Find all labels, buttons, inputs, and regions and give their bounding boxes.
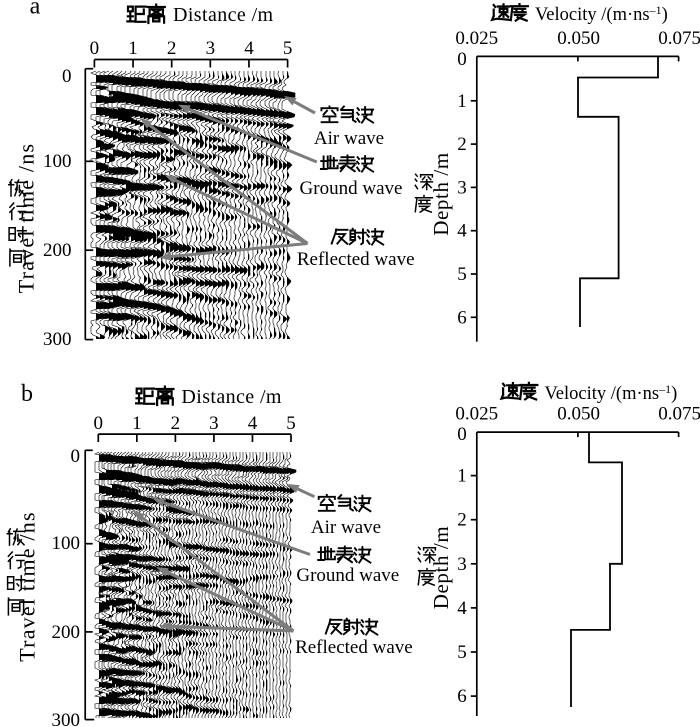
svg-text:300: 300 — [52, 710, 81, 727]
svg-text:0.075: 0.075 — [658, 404, 700, 425]
svg-text:3: 3 — [209, 413, 219, 434]
svg-text:Distance /m: Distance /m — [181, 386, 282, 408]
svg-text:Reflected wave: Reflected wave — [295, 637, 413, 658]
svg-text:200: 200 — [43, 240, 72, 261]
svg-text:3: 3 — [457, 177, 467, 198]
svg-text:5: 5 — [283, 38, 293, 59]
svg-text:Depth /m: Depth /m — [429, 152, 453, 236]
svg-text:2: 2 — [457, 134, 467, 155]
svg-text:Ground wave: Ground wave — [296, 565, 399, 586]
svg-text:0: 0 — [94, 413, 104, 434]
svg-text:Travel time /ns: Travel time /ns — [15, 511, 40, 661]
svg-text:0: 0 — [457, 424, 467, 445]
svg-text:3: 3 — [457, 554, 467, 575]
svg-text:Travel time /ns: Travel time /ns — [14, 143, 39, 293]
svg-text:4: 4 — [248, 413, 258, 434]
svg-text:0.025: 0.025 — [455, 28, 498, 49]
svg-text:Velocity /(m·ns–1): Velocity /(m·ns–1) — [535, 3, 668, 25]
svg-text:6: 6 — [457, 686, 467, 707]
svg-text:4: 4 — [457, 598, 467, 619]
svg-text:b: b — [21, 381, 33, 407]
svg-text:Ground wave: Ground wave — [300, 178, 403, 199]
svg-text:a: a — [30, 0, 41, 20]
svg-text:Velocity /(m·ns–1): Velocity /(m·ns–1) — [545, 382, 678, 404]
svg-text:1: 1 — [457, 91, 467, 112]
svg-text:300: 300 — [43, 329, 72, 350]
svg-text:2: 2 — [167, 38, 177, 59]
svg-text:2: 2 — [457, 510, 467, 531]
svg-text:Distance /m: Distance /m — [173, 4, 274, 26]
svg-text:0: 0 — [62, 66, 72, 87]
svg-text:5: 5 — [286, 413, 296, 434]
svg-text:0.025: 0.025 — [455, 404, 498, 425]
svg-text:4: 4 — [457, 221, 467, 242]
svg-text:0.050: 0.050 — [557, 28, 600, 49]
svg-text:5: 5 — [457, 642, 467, 663]
svg-text:4: 4 — [244, 38, 254, 59]
svg-text:100: 100 — [52, 533, 81, 554]
svg-text:Depth /m: Depth /m — [429, 526, 453, 610]
svg-text:Reflected wave: Reflected wave — [297, 249, 415, 270]
svg-text:6: 6 — [457, 307, 467, 328]
svg-text:0.075: 0.075 — [658, 28, 700, 49]
svg-text:0: 0 — [457, 49, 467, 70]
svg-text:1: 1 — [457, 466, 467, 487]
svg-text:100: 100 — [43, 151, 72, 172]
svg-text:Air wave: Air wave — [314, 128, 384, 149]
svg-text:1: 1 — [132, 413, 142, 434]
svg-text:0: 0 — [71, 446, 81, 467]
svg-text:0: 0 — [90, 38, 100, 59]
svg-text:2: 2 — [171, 413, 181, 434]
svg-text:200: 200 — [52, 622, 81, 643]
svg-text:Air wave: Air wave — [311, 517, 381, 538]
svg-text:3: 3 — [206, 38, 216, 59]
svg-text:1: 1 — [128, 38, 138, 59]
svg-text:5: 5 — [457, 264, 467, 285]
svg-text:0.050: 0.050 — [557, 404, 600, 425]
